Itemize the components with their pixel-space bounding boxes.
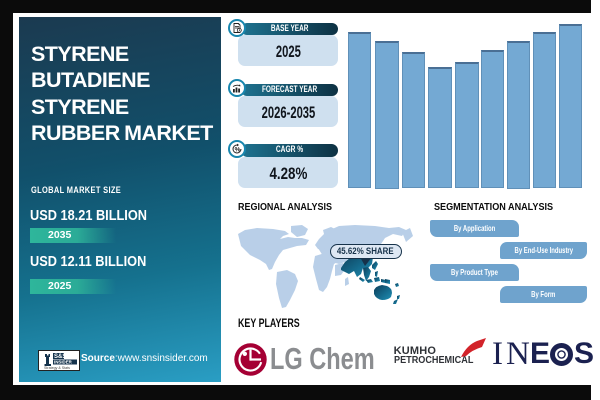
svg-text:S&S: S&S — [54, 354, 66, 360]
svg-text:%: % — [235, 147, 241, 154]
svg-text:Strategy & Stats: Strategy & Stats — [44, 366, 70, 370]
svg-text:INSIDER: INSIDER — [54, 360, 73, 365]
